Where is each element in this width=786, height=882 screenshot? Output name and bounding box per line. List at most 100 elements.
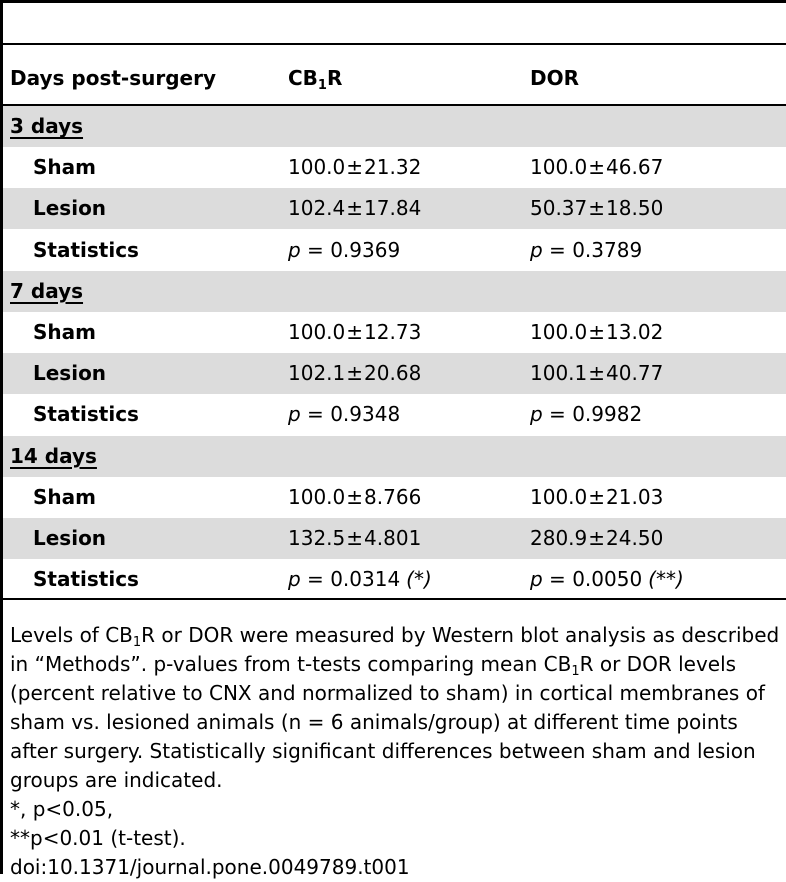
dor-value: 50.37±18.50 (530, 188, 663, 229)
p-value: 0.9369 (330, 237, 401, 262)
sd-value: 24.50 (606, 526, 664, 550)
mean-value: 100.0 (288, 484, 346, 509)
mean-value: 50.37 (530, 196, 588, 221)
p-symbol: p (288, 402, 301, 427)
group-label: 14 days (10, 443, 97, 468)
row-label: Statistics (33, 237, 139, 262)
plus-minus-symbol: ± (346, 155, 364, 180)
eq-symbol: = (300, 402, 331, 427)
header-dor: DOR (530, 66, 580, 90)
header-top-rule (3, 43, 786, 45)
sd-value: 13.02 (606, 320, 664, 344)
mean-value: 102.1 (288, 361, 346, 386)
mean-value: 100.0 (530, 320, 588, 344)
plus-minus-symbol: ± (588, 526, 606, 550)
row-label: Lesion (33, 526, 107, 550)
row-label: Sham (33, 320, 96, 344)
sd-value: 20.68 (364, 361, 422, 386)
cb1r-value: 132.5±4.801 (288, 518, 421, 559)
p-symbol: p (530, 237, 543, 262)
p-value: 0.0050 (572, 567, 643, 592)
mean-value: 102.4 (288, 196, 346, 221)
p-value: 0.3789 (572, 237, 643, 262)
p-symbol: p (288, 237, 301, 262)
sd-value: 21.03 (606, 484, 664, 509)
mean-value: 280.9 (530, 526, 588, 550)
header-days-post-surgery: Days post-surgery (10, 66, 216, 90)
sd-value: 12.73 (364, 320, 422, 344)
table-left-border (0, 0, 3, 874)
cb1r-value: 100.0±12.73 (288, 312, 421, 353)
cb1r-value: p = 0.9348 (288, 394, 400, 435)
group-row: 7 days (3, 270, 786, 312)
eq-symbol: = (542, 402, 573, 427)
eq-symbol: = (300, 567, 331, 592)
p-value: 0.0314 (330, 567, 401, 592)
p-symbol: p (530, 402, 543, 427)
table-row: Sham 100.0±21.32 100.0±46.67 (3, 147, 786, 188)
sd-value: 17.84 (364, 196, 422, 221)
eq-symbol: = (300, 237, 331, 262)
sd-value: 46.67 (606, 155, 664, 180)
table-row: Sham 100.0±8.766 100.0±21.03 (3, 477, 786, 518)
mean-value: 100.0 (530, 484, 588, 509)
cb1r-value: 100.0±8.766 (288, 477, 421, 518)
p-symbol: p (530, 567, 543, 592)
plus-minus-symbol: ± (346, 196, 364, 221)
table-header-row: Days post-surgery CB1R DOR (3, 58, 786, 99)
significance-marker: (**) (648, 567, 684, 592)
sd-value: 40.77 (606, 361, 664, 386)
plus-minus-symbol: ± (346, 484, 364, 509)
significance-marker: (*) (406, 567, 432, 592)
group-label: 7 days (10, 278, 84, 303)
plus-minus-symbol: ± (588, 361, 606, 386)
plus-minus-symbol: ± (588, 155, 606, 180)
row-label: Lesion (33, 361, 107, 386)
sd-value: 21.32 (364, 155, 422, 180)
footnote-sig-double: **p<0.01 (t-test). (10, 826, 186, 850)
mean-value: 100.0 (288, 155, 346, 180)
row-label: Statistics (33, 567, 139, 592)
p-value: 0.9982 (572, 402, 643, 427)
dor-value: 100.0±13.02 (530, 312, 663, 353)
dor-value: 100.0±46.67 (530, 147, 663, 188)
cb1r-value: 102.1±20.68 (288, 353, 421, 394)
table-row: Statistics p = 0.0314 (*) p = 0.0050 (**) (3, 559, 786, 600)
plus-minus-symbol: ± (588, 196, 606, 221)
plus-minus-symbol: ± (346, 361, 364, 386)
header-cb1r: CB1R (288, 66, 343, 93)
plus-minus-symbol: ± (346, 526, 364, 550)
table-top-rule (3, 0, 786, 3)
sd-value: 18.50 (606, 196, 664, 221)
mean-value: 132.5 (288, 526, 346, 550)
plus-minus-symbol: ± (346, 320, 364, 344)
cb1r-value: 100.0±21.32 (288, 147, 421, 188)
row-label: Sham (33, 155, 96, 180)
plus-minus-symbol: ± (588, 320, 606, 344)
eq-symbol: = (542, 567, 573, 592)
header-bottom-rule (3, 104, 786, 106)
dor-value: 100.1±40.77 (530, 353, 663, 394)
group-row: 3 days (3, 106, 786, 147)
sd-value: 4.801 (364, 526, 422, 550)
table-row: Lesion 132.5±4.801 280.9±24.50 (3, 518, 786, 559)
row-label: Lesion (33, 196, 107, 221)
table-bottom-rule (3, 598, 786, 600)
table-row: Lesion 102.4±17.84 50.37±18.50 (3, 188, 786, 230)
sd-value: 8.766 (364, 484, 422, 509)
mean-value: 100.1 (530, 361, 588, 386)
table-footnote: Levels of CB1R or DOR were measured by W… (10, 621, 780, 882)
mean-value: 100.0 (288, 320, 346, 344)
eq-symbol: = (542, 237, 573, 262)
footnote-description: Levels of CB1R or DOR were measured by W… (10, 623, 780, 792)
footnote-doi: doi:10.1371/journal.pone.0049789.t001 (10, 855, 410, 879)
footnote-sig-single: *, p<0.05, (10, 797, 114, 821)
row-label: Statistics (33, 402, 139, 427)
table-row: Lesion 102.1±20.68 100.1±40.77 (3, 353, 786, 395)
cb1r-value: p = 0.0314 (*) (288, 559, 432, 600)
dor-value: p = 0.9982 (530, 394, 642, 435)
mean-value: 100.0 (530, 155, 588, 180)
row-label: Sham (33, 484, 96, 509)
dor-value: p = 0.0050 (**) (530, 559, 684, 600)
dor-value: p = 0.3789 (530, 230, 642, 271)
